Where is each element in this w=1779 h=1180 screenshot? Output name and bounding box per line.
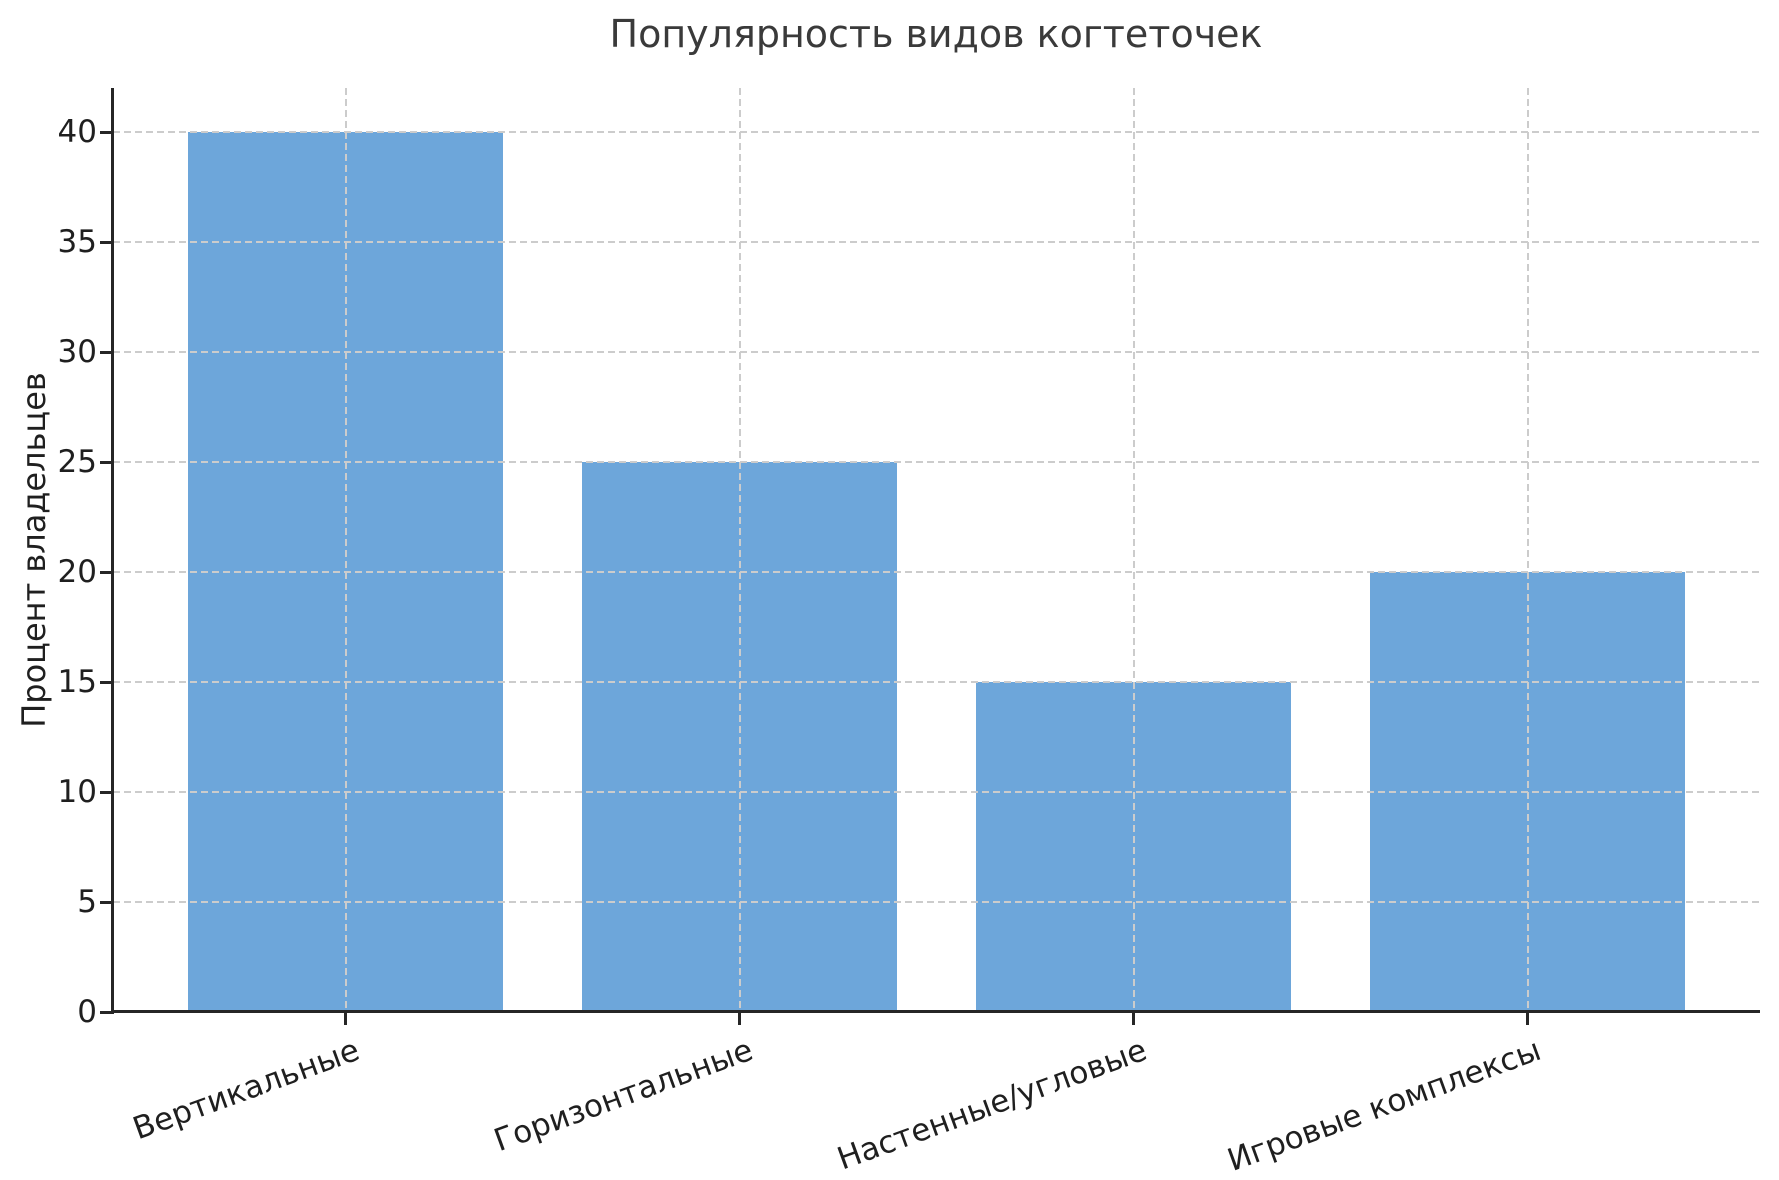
y-tick-label-20: 20 (57, 554, 97, 590)
y-tick-mark-30 (100, 350, 112, 354)
y-tick-label-35: 35 (57, 224, 97, 260)
gridline-v-0 (344, 88, 347, 1012)
y-tick-mark-25 (100, 460, 112, 464)
gridline-h-35 (113, 241, 1760, 243)
y-tick-mark-0 (100, 1010, 112, 1014)
x-tick-mark-1 (738, 1013, 741, 1025)
gridline-h-30 (113, 351, 1760, 353)
x-tick-mark-3 (1526, 1013, 1529, 1025)
y-tick-label-5: 5 (77, 884, 97, 920)
y-tick-mark-5 (100, 900, 112, 904)
gridline-v-2 (1132, 88, 1135, 1012)
y-tick-label-15: 15 (57, 664, 97, 700)
x-tick-label-1: Горизонтальные (489, 1032, 758, 1159)
plot-area (111, 88, 1760, 1014)
chart-title: Популярность видов когтеточек (609, 12, 1263, 56)
x-tick-label-3: Игровые комплексы (1223, 1032, 1546, 1179)
gridline-h-20 (113, 571, 1760, 573)
gridline-h-15 (113, 681, 1760, 683)
gridline-v-3 (1526, 88, 1529, 1012)
y-axis-spine (111, 88, 114, 1014)
x-tick-label-0: Вертикальные (127, 1032, 364, 1148)
gridline-h-10 (113, 791, 1760, 793)
y-tick-mark-40 (100, 130, 112, 134)
y-tick-label-0: 0 (77, 994, 97, 1030)
y-tick-mark-10 (100, 790, 112, 794)
x-tick-label-2: Настенные/угловые (832, 1032, 1152, 1178)
y-tick-mark-20 (100, 570, 112, 574)
gridline-h-40 (113, 131, 1760, 133)
y-tick-mark-15 (100, 680, 112, 684)
x-tick-mark-2 (1132, 1013, 1135, 1025)
y-tick-mark-35 (100, 240, 112, 244)
y-tick-label-40: 40 (57, 114, 97, 150)
gridline-v-1 (738, 88, 741, 1012)
y-tick-label-30: 30 (57, 334, 97, 370)
x-tick-mark-0 (344, 1013, 347, 1025)
y-tick-label-10: 10 (57, 774, 97, 810)
gridline-h-25 (113, 461, 1760, 463)
y-tick-label-25: 25 (57, 444, 97, 480)
x-axis-spine (111, 1010, 1760, 1013)
gridline-h-5 (113, 901, 1760, 903)
